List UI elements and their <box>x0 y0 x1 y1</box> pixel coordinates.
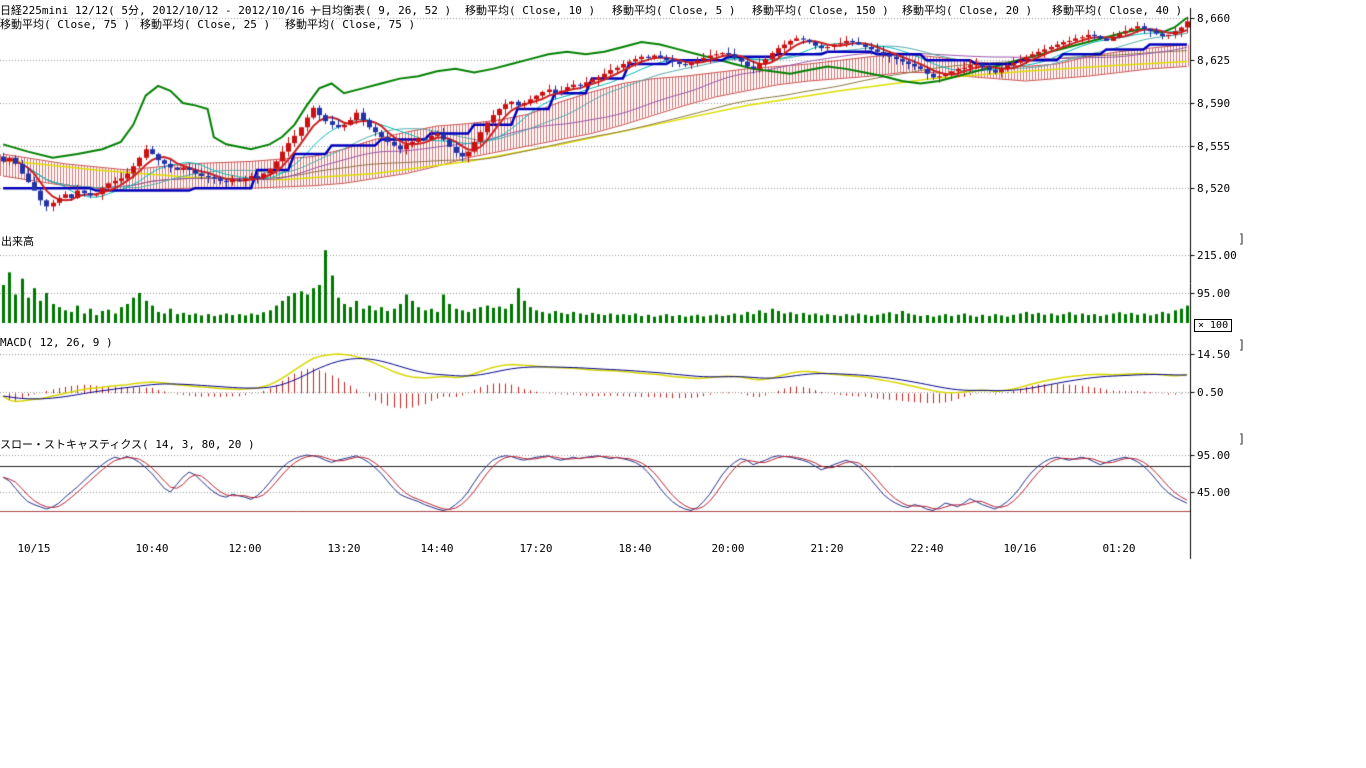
y-axis-label: 8,660 <box>1197 12 1230 25</box>
axis-scale-handle[interactable]: ] <box>1238 232 1245 246</box>
x-axis-label: 13:20 <box>321 542 367 555</box>
y-axis-label: 8,555 <box>1197 140 1230 153</box>
legend-item: 移動平均( Close, 5 ) <box>612 2 735 18</box>
x-axis-label: 01:20 <box>1096 542 1142 555</box>
y-axis-label: 8,590 <box>1197 97 1230 110</box>
legend-item: 移動平均( Close, 150 ) <box>752 2 889 18</box>
x-axis-label: 10/16 <box>997 542 1043 555</box>
x-axis-label: 10:40 <box>129 542 175 555</box>
legend-item: 移動平均( Close, 40 ) <box>1052 2 1182 18</box>
y-axis-label: 95.00 <box>1197 449 1230 462</box>
volume-multiplier-badge: × 100 <box>1194 319 1232 332</box>
legend-item: 移動平均( Close, 10 ) <box>465 2 595 18</box>
axis-scale-handle[interactable]: ] <box>1238 338 1245 352</box>
x-axis-label: 22:40 <box>904 542 950 555</box>
legend-item: 移動平均( Close, 25 ) <box>140 16 270 32</box>
x-axis-label: 12:00 <box>222 542 268 555</box>
y-axis-label: 95.00 <box>1197 287 1230 300</box>
axis-scale-handle[interactable]: ] <box>1238 432 1245 446</box>
y-axis-label: 8,520 <box>1197 182 1230 195</box>
x-axis-label: 21:20 <box>804 542 850 555</box>
chart-window: 日経225mini 12/12( 5分, 2012/10/12 - 2012/1… <box>0 0 1366 768</box>
stochastics-panel-title: スロー・ストキャスティクス( 14, 3, 80, 20 ) <box>0 436 255 452</box>
legend-item: 移動平均( Close, 75 ) <box>0 16 130 32</box>
y-axis-label: 8,625 <box>1197 54 1230 67</box>
y-axis-label: 0.50 <box>1197 386 1224 399</box>
y-axis-label: 215.00 <box>1197 249 1237 262</box>
volume-panel-title: 出来高 <box>1 233 34 249</box>
chart-canvas <box>0 0 1366 768</box>
legend-item: 移動平均( Close, 20 ) <box>902 2 1032 18</box>
x-axis-label: 14:40 <box>414 542 460 555</box>
x-axis-label: 17:20 <box>513 542 559 555</box>
x-axis-label: 10/15 <box>11 542 57 555</box>
x-axis-label: 18:40 <box>612 542 658 555</box>
y-axis-label: 14.50 <box>1197 348 1230 361</box>
legend-item: 移動平均( Close, 75 ) <box>285 16 415 32</box>
x-axis-label: 20:00 <box>705 542 751 555</box>
y-axis-label: 45.00 <box>1197 486 1230 499</box>
macd-panel-title: MACD( 12, 26, 9 ) <box>0 336 113 349</box>
